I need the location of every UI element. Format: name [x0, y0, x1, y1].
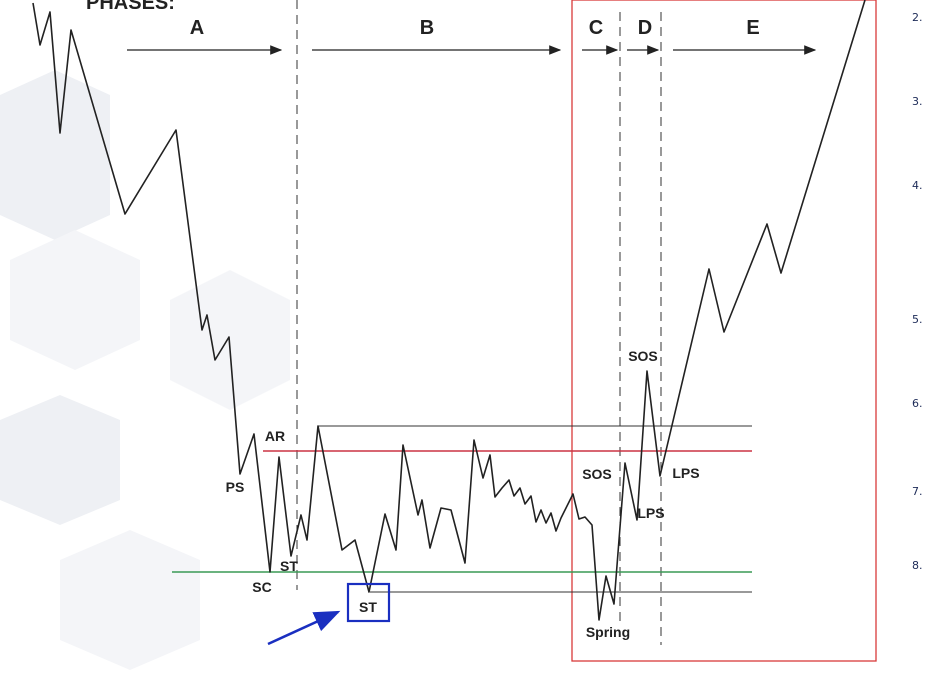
event-label-st-b: ST [359, 599, 377, 615]
phase-c-e-frame [571, 0, 877, 662]
list-number: 5. [912, 313, 923, 326]
phase-label-a: A [190, 17, 204, 39]
phase-label-c: C [589, 17, 603, 39]
list-number: 4. [912, 179, 923, 192]
event-label-spring: Spring [586, 624, 630, 640]
event-label-lps-c: LPS [637, 505, 664, 521]
range-lines [172, 425, 752, 593]
list-number: 6. [912, 397, 923, 410]
event-label-lps-d: LPS [672, 465, 699, 481]
event-label-sos-d: SOS [628, 348, 658, 364]
phase-label-e: E [746, 17, 759, 39]
pointer-arrow [267, 610, 341, 646]
event-label-st-a: ST [280, 558, 298, 574]
event-label-sos-c: SOS [582, 466, 612, 482]
event-label-sc: SC [252, 579, 271, 595]
background-pattern [0, 70, 290, 670]
event-labels: PS AR SC ST ST Spring SOS LPS SOS LPS [226, 348, 700, 640]
list-number: 2. [912, 11, 923, 24]
phase-labels: A B C D E [190, 17, 760, 39]
phase-dividers [296, 0, 662, 645]
st-highlight-box [346, 582, 391, 623]
list-number: 3. [912, 95, 923, 108]
phase-label-d: D [638, 17, 652, 39]
event-label-ps: PS [226, 479, 245, 495]
phase-label-b: B [420, 17, 434, 39]
list-number: 8. [912, 559, 923, 572]
list-number: 7. [912, 485, 923, 498]
side-list-numbers: 2. 3. 4. 5. 6. 7. 8. [912, 11, 923, 572]
event-label-ar: AR [265, 428, 285, 444]
phases-title: PHASES: [86, 0, 175, 14]
price-path [32, 0, 866, 621]
